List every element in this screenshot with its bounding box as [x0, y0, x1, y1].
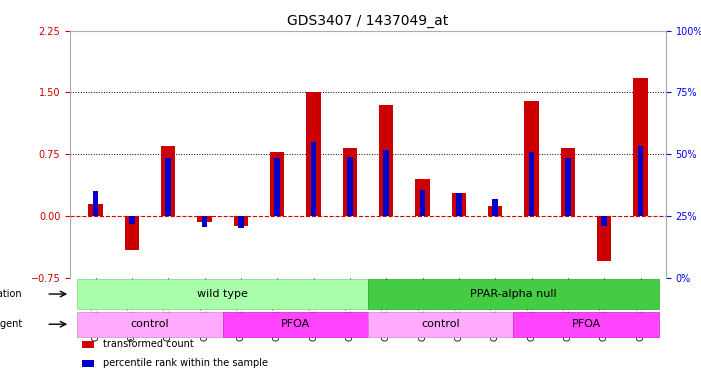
Text: PPAR-alpha null: PPAR-alpha null: [470, 289, 557, 299]
Bar: [633, 78, 648, 216]
Bar: [238, 216, 244, 228]
Bar: [529, 152, 534, 216]
Text: percentile rank within the sample: percentile rank within the sample: [103, 358, 268, 368]
Text: control: control: [421, 319, 460, 329]
FancyBboxPatch shape: [368, 279, 659, 309]
Bar: [488, 206, 503, 216]
Bar: [451, 193, 466, 216]
FancyBboxPatch shape: [223, 312, 368, 336]
Title: GDS3407 / 1437049_at: GDS3407 / 1437049_at: [287, 14, 449, 28]
Text: control: control: [130, 319, 170, 329]
FancyBboxPatch shape: [368, 312, 513, 336]
Bar: [197, 216, 212, 222]
Bar: [88, 204, 103, 216]
Bar: [492, 199, 498, 216]
Bar: [601, 216, 607, 226]
Bar: [524, 101, 539, 216]
Bar: [270, 152, 285, 216]
Bar: [383, 150, 389, 216]
Bar: [129, 216, 135, 224]
Bar: [274, 158, 280, 216]
Text: genotype/variation: genotype/variation: [0, 289, 22, 299]
Bar: [125, 216, 139, 250]
Bar: [456, 193, 462, 216]
Bar: [82, 360, 94, 367]
Bar: [311, 142, 316, 216]
Text: agent: agent: [0, 319, 22, 329]
Bar: [638, 146, 644, 216]
Bar: [565, 158, 571, 216]
Bar: [93, 191, 98, 216]
Text: PFOA: PFOA: [571, 319, 601, 329]
Bar: [165, 158, 171, 216]
FancyBboxPatch shape: [77, 279, 368, 309]
Bar: [379, 105, 393, 216]
Bar: [233, 216, 248, 226]
Bar: [415, 179, 430, 216]
Bar: [161, 146, 175, 216]
FancyBboxPatch shape: [77, 312, 223, 336]
Bar: [306, 93, 321, 216]
Bar: [347, 157, 353, 216]
Bar: [343, 148, 357, 216]
Text: wild type: wild type: [197, 289, 248, 299]
FancyBboxPatch shape: [513, 312, 659, 336]
Text: PFOA: PFOA: [280, 319, 310, 329]
Bar: [82, 341, 94, 348]
Bar: [420, 190, 426, 216]
Bar: [561, 148, 575, 216]
Bar: [597, 216, 611, 261]
Bar: [202, 216, 207, 227]
Text: transformed count: transformed count: [103, 339, 193, 349]
